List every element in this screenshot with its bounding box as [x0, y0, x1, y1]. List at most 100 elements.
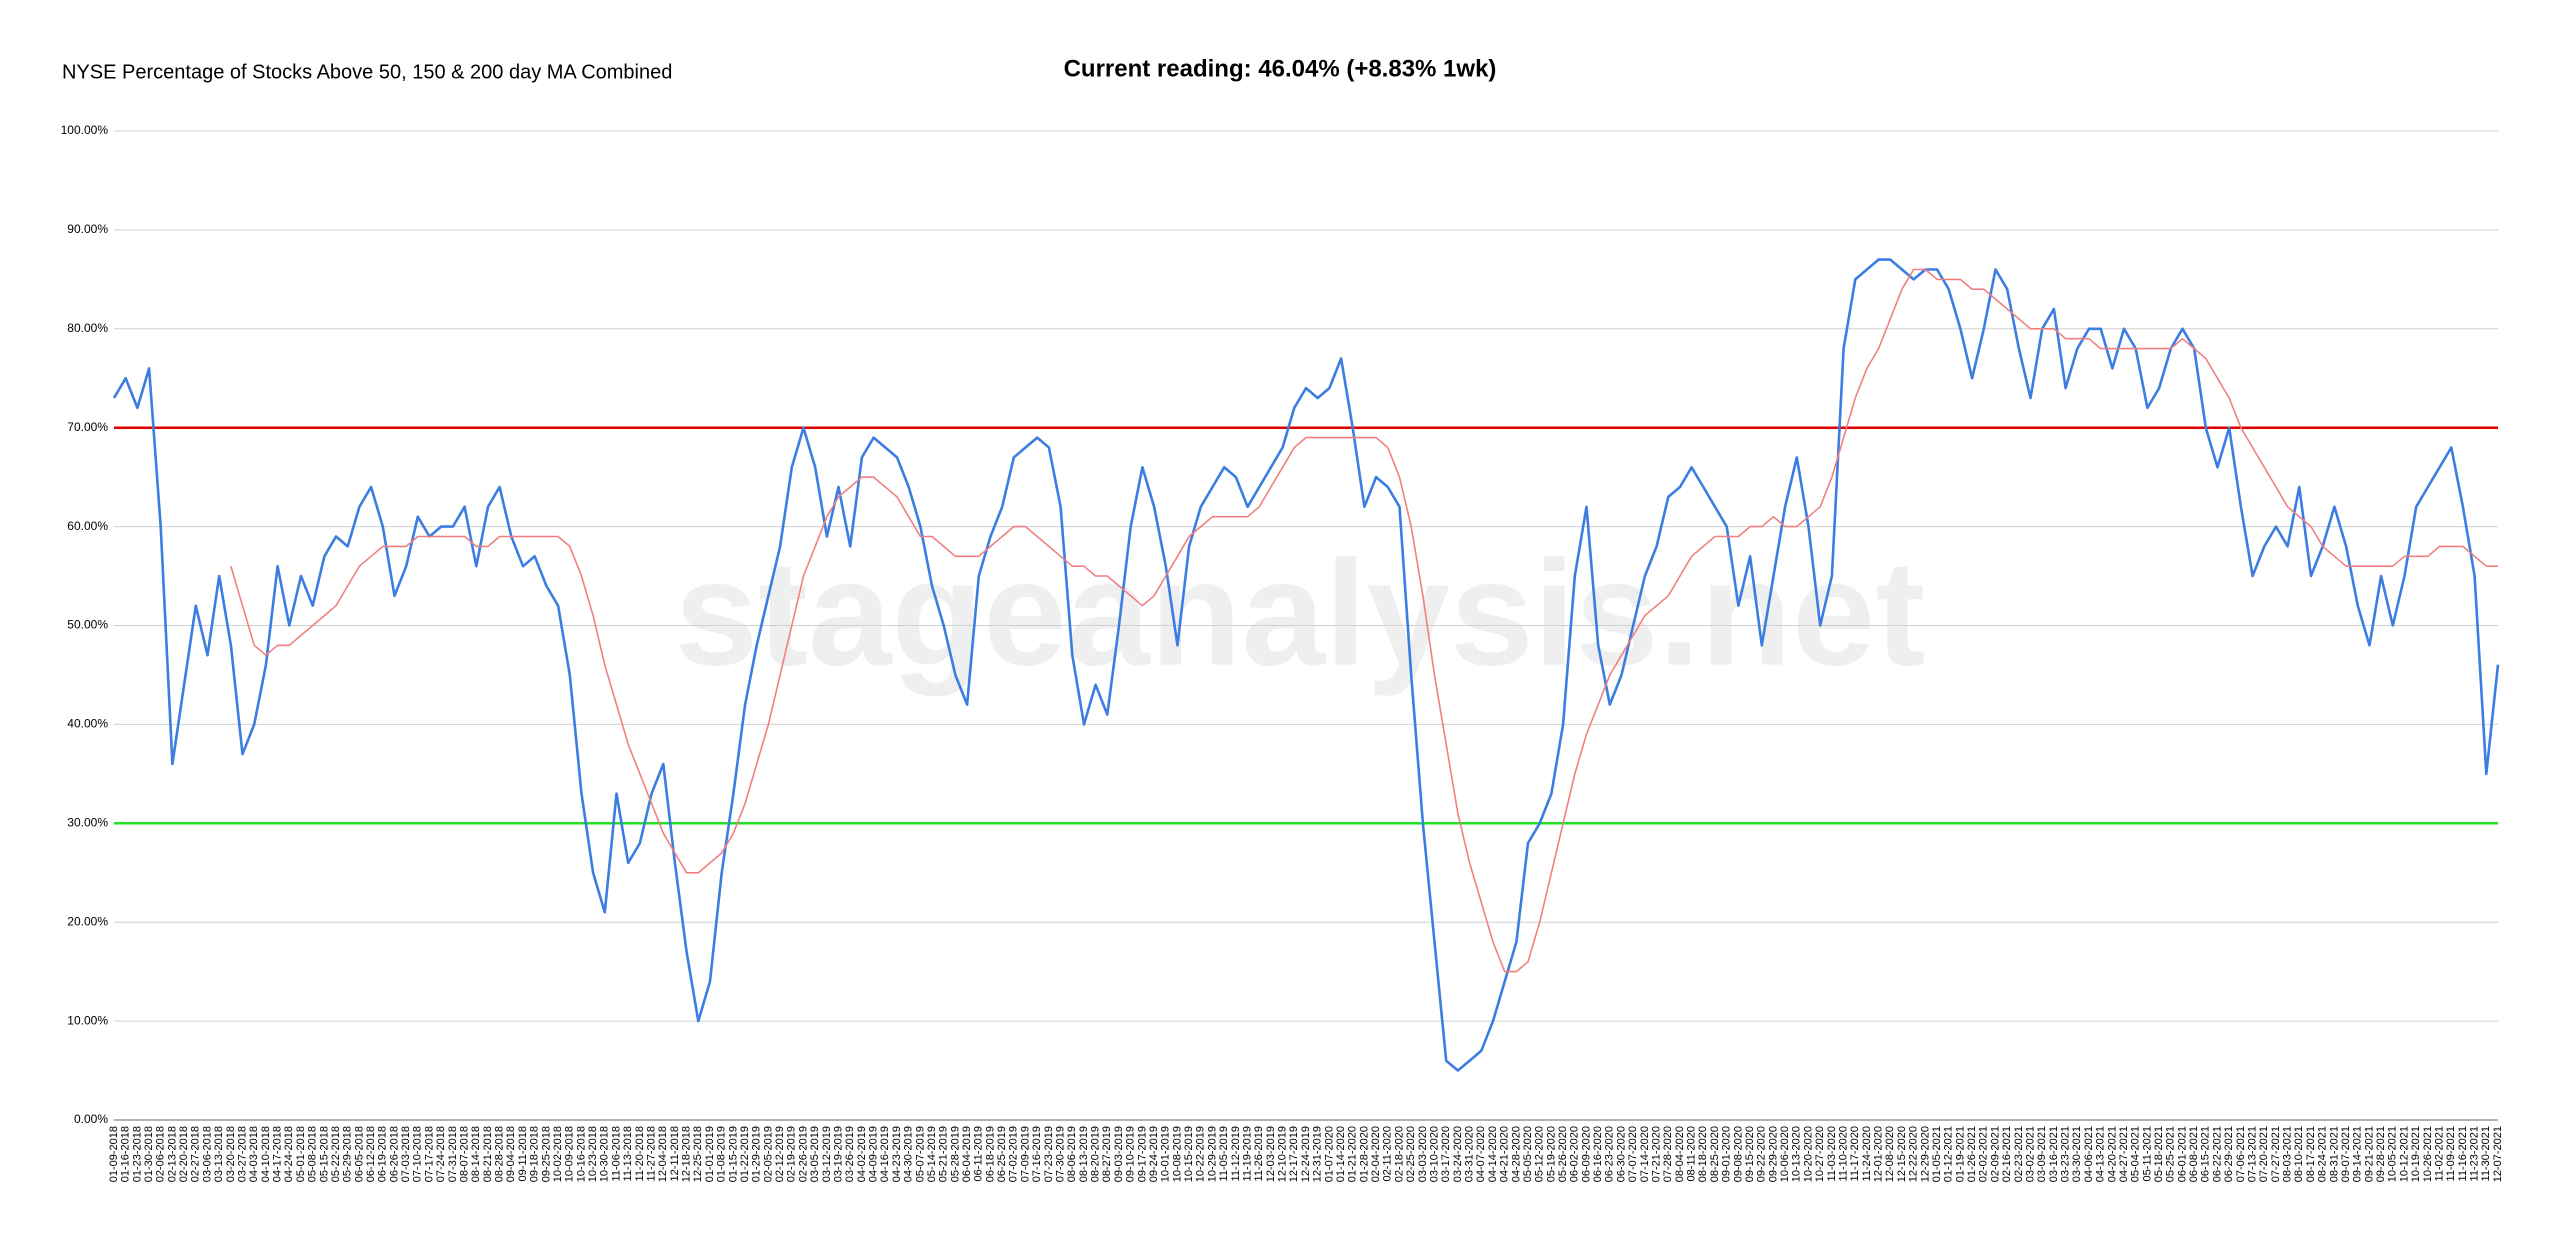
x-tick-label: 04-20-2021	[2106, 1126, 2118, 1182]
x-tick-label: 07-23-2019	[1043, 1126, 1055, 1182]
x-tick-label: 08-13-2019	[1078, 1126, 1090, 1182]
x-tick-label: 01-08-2019	[716, 1126, 728, 1182]
x-tick-label: 02-06-2018	[155, 1126, 167, 1182]
y-tick-label: 20.00%	[67, 914, 108, 928]
x-tick-label: 08-11-2020	[1686, 1126, 1698, 1181]
x-tick-label: 09-07-2021	[2340, 1126, 2352, 1182]
y-tick-label: 80.00%	[67, 321, 108, 335]
y-tick-label: 50.00%	[67, 618, 108, 632]
x-tick-label: 01-19-2021	[1954, 1126, 1966, 1182]
x-tick-label: 06-09-2020	[1580, 1126, 1592, 1182]
x-tick-label: 10-16-2018	[575, 1126, 587, 1182]
x-tick-label: 07-06-2021	[2235, 1126, 2247, 1182]
y-tick-label: 0.00%	[74, 1112, 108, 1126]
x-tick-label: 11-23-2021	[2469, 1126, 2481, 1181]
x-tick-label: 01-22-2019	[739, 1126, 751, 1182]
x-tick-label: 09-22-2020	[1756, 1126, 1768, 1182]
x-tick-label: 07-17-2018	[423, 1126, 435, 1182]
x-tick-label: 09-17-2019	[1136, 1126, 1148, 1182]
x-tick-label: 11-24-2020	[1861, 1126, 1873, 1181]
x-tick-label: 01-14-2020	[1335, 1126, 1347, 1182]
x-tick-label: 11-17-2020	[1849, 1126, 1861, 1181]
x-tick-label: 11-16-2021	[2457, 1126, 2469, 1181]
x-tick-label: 12-17-2019	[1288, 1126, 1300, 1182]
x-tick-label: 07-10-2018	[412, 1126, 424, 1182]
x-tick-label: 02-04-2020	[1370, 1126, 1382, 1182]
x-tick-label: 08-20-2019	[1090, 1126, 1102, 1182]
x-tick-label: 09-25-2018	[540, 1126, 552, 1182]
x-tick-label: 03-10-2020	[1428, 1126, 1440, 1182]
x-tick-label: 03-12-2019	[821, 1126, 833, 1182]
x-tick-label: 12-29-2020	[1919, 1126, 1931, 1182]
x-tick-label: 06-19-2018	[377, 1126, 389, 1182]
x-tick-label: 07-13-2021	[2246, 1126, 2258, 1182]
x-tick-label: 08-06-2019	[1066, 1126, 1078, 1182]
x-tick-label: 04-06-2021	[2083, 1126, 2095, 1182]
x-tick-label: 09-08-2020	[1732, 1126, 1744, 1182]
x-tick-label: 07-28-2020	[1662, 1126, 1674, 1182]
x-tick-label: 08-03-2021	[2282, 1126, 2294, 1182]
x-tick-label: 05-18-2021	[2153, 1126, 2165, 1182]
x-tick-label: 08-04-2020	[1674, 1126, 1686, 1182]
x-tick-label: 05-08-2018	[307, 1126, 319, 1182]
x-tick-label: 11-13-2018	[622, 1126, 634, 1181]
x-tick-label: 11-10-2020	[1837, 1126, 1849, 1181]
x-tick-label: 01-16-2018	[120, 1126, 132, 1182]
x-tick-label: 04-17-2018	[272, 1126, 284, 1182]
x-tick-label: 12-01-2020	[1873, 1126, 1885, 1182]
x-tick-label: 12-22-2020	[1908, 1126, 1920, 1182]
x-tick-label: 05-14-2019	[926, 1126, 938, 1182]
x-tick-label: 02-09-2021	[1989, 1126, 2001, 1182]
x-tick-label: 12-11-2018	[669, 1126, 681, 1181]
x-tick-label: 02-25-2020	[1405, 1126, 1417, 1182]
x-tick-label: 12-15-2020	[1896, 1126, 1908, 1182]
x-tick-label: 06-01-2021	[2176, 1126, 2188, 1182]
x-tick-label: 01-01-2019	[704, 1126, 716, 1182]
x-tick-label: 08-17-2021	[2305, 1126, 2317, 1182]
x-tick-label: 01-21-2020	[1347, 1126, 1359, 1182]
x-tick-label: 06-22-2021	[2211, 1126, 2223, 1182]
x-tick-label: 03-13-2018	[213, 1126, 225, 1182]
y-tick-label: 10.00%	[67, 1013, 108, 1027]
x-tick-label: 09-21-2021	[2363, 1126, 2375, 1182]
x-tick-label: 04-03-2018	[248, 1126, 260, 1182]
x-tick-label: 07-31-2018	[447, 1126, 459, 1182]
x-tick-label: 10-06-2020	[1779, 1126, 1791, 1182]
x-tick-label: 07-30-2019	[1054, 1126, 1066, 1182]
x-tick-label: 04-07-2020	[1475, 1126, 1487, 1182]
x-tick-label: 03-31-2020	[1464, 1126, 1476, 1182]
x-tick-label: 04-10-2018	[260, 1126, 272, 1182]
x-tick-label: 07-16-2019	[1031, 1126, 1043, 1182]
x-tick-label: 11-20-2018	[634, 1126, 646, 1181]
x-tick-label: 07-20-2021	[2258, 1126, 2270, 1182]
x-tick-label: 10-13-2020	[1791, 1126, 1803, 1182]
x-tick-label: 03-20-2018	[225, 1126, 237, 1182]
x-tick-label: 03-26-2019	[844, 1126, 856, 1182]
x-tick-label: 08-07-2018	[458, 1126, 470, 1182]
x-tick-label: 06-05-2018	[353, 1126, 365, 1182]
x-tick-label: 12-25-2018	[692, 1126, 704, 1182]
chart-title: NYSE Percentage of Stocks Above 50, 150 …	[62, 61, 672, 83]
x-tick-label: 11-03-2020	[1826, 1126, 1838, 1181]
y-tick-label: 90.00%	[67, 222, 108, 236]
series-line	[230, 268, 2498, 973]
x-tick-label: 11-27-2018	[645, 1126, 657, 1181]
x-tick-label: 01-28-2020	[1358, 1126, 1370, 1182]
x-tick-label: 07-07-2020	[1627, 1126, 1639, 1182]
x-tick-label: 04-13-2021	[2095, 1126, 2107, 1182]
x-tick-label: 12-03-2019	[1265, 1126, 1277, 1182]
x-tick-label: 05-25-2021	[2165, 1126, 2177, 1182]
x-tick-label: 10-19-2021	[2410, 1126, 2422, 1182]
x-tick-label: 08-25-2020	[1709, 1126, 1721, 1182]
x-tick-label: 09-28-2021	[2375, 1126, 2387, 1182]
x-tick-label: 04-16-2019	[879, 1126, 891, 1182]
y-tick-label: 60.00%	[67, 519, 108, 533]
x-tick-label: 05-28-2019	[949, 1126, 961, 1182]
x-tick-label: 08-18-2020	[1697, 1126, 1709, 1182]
x-tick-label: 08-10-2021	[2293, 1126, 2305, 1182]
x-tick-label: 08-14-2018	[470, 1126, 482, 1182]
x-tick-label: 01-29-2019	[751, 1126, 763, 1182]
watermark: stageanalysis.net	[675, 529, 1926, 697]
x-tick-label: 09-03-2019	[1113, 1126, 1125, 1182]
